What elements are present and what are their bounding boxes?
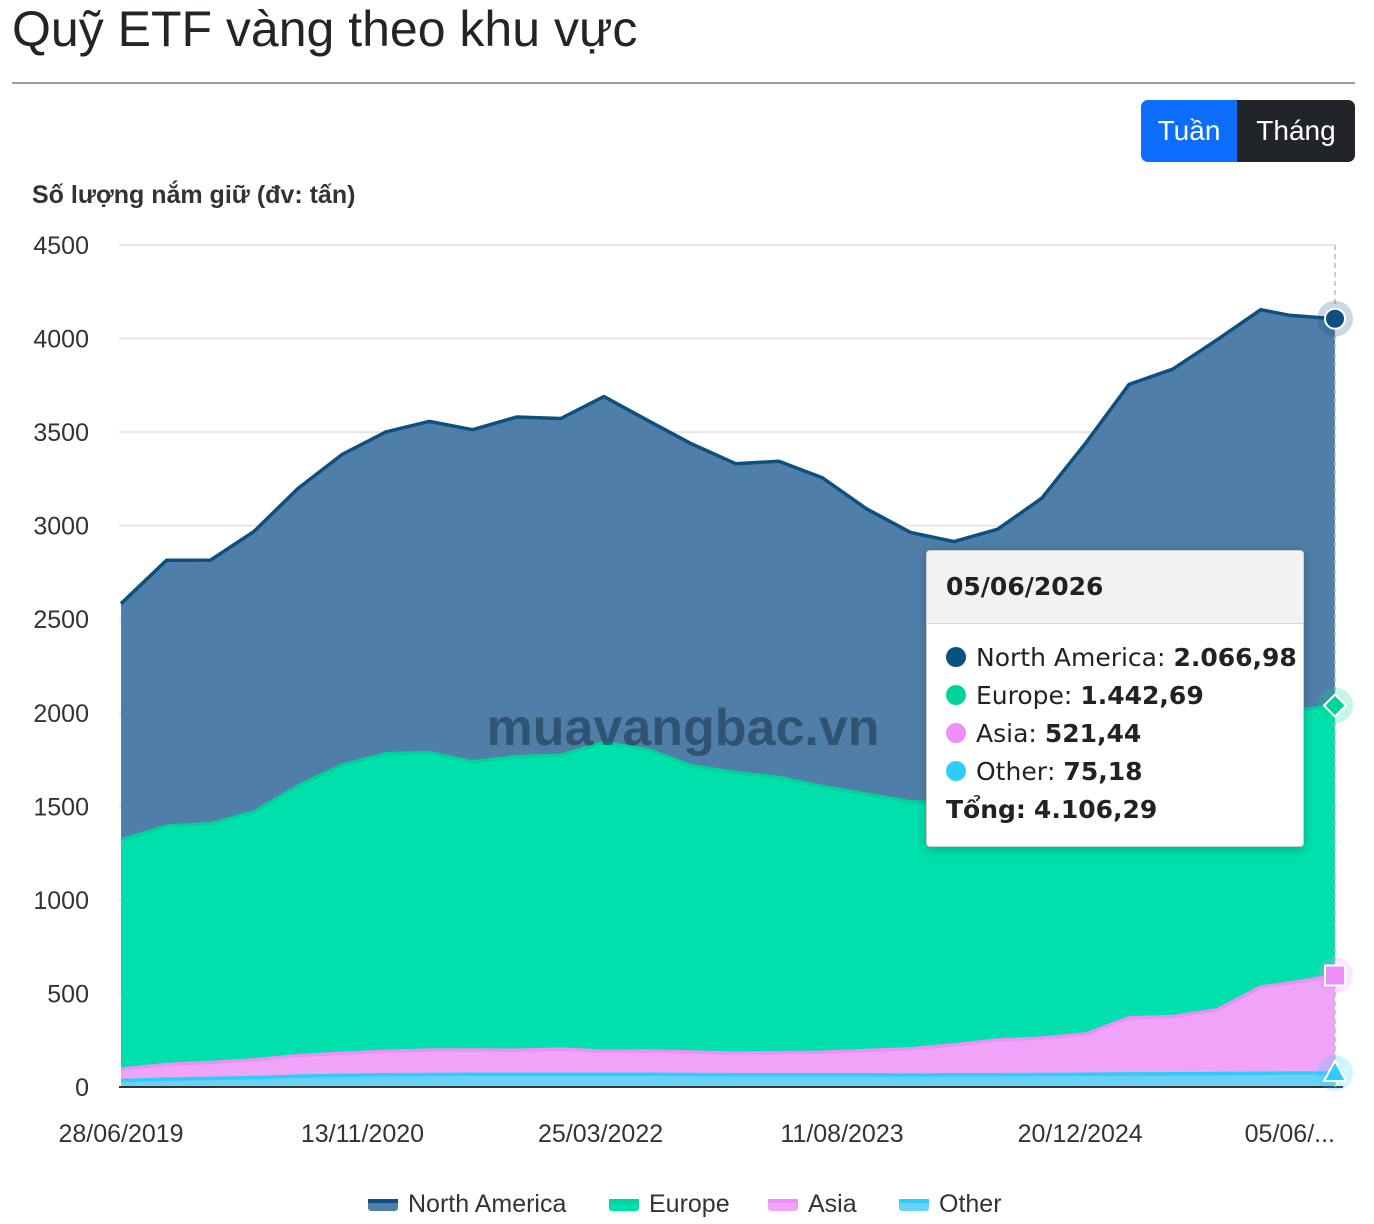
x-tick-label: 13/11/2020 (301, 1120, 424, 1148)
x-tick-label: 25/03/2022 (538, 1120, 663, 1148)
legend-swatch-line (609, 1199, 639, 1203)
tooltip-separator: : (1157, 642, 1166, 672)
y-tick-label: 3000 (33, 513, 89, 541)
y-tick-label: 0 (75, 1074, 89, 1102)
tooltip-row-north-america: North America:2.066,98 (946, 638, 1303, 676)
y-axis-title: Số lượng nắm giữ (đv: tấn) (32, 179, 355, 209)
area-asia (121, 975, 1335, 1081)
tooltip-series-name: North America (976, 642, 1157, 672)
series-dot-icon (946, 685, 966, 705)
legend-swatch-line (899, 1199, 929, 1203)
area-europe (121, 705, 1335, 1070)
area-other (121, 1073, 1335, 1087)
legend-item-other[interactable]: Other (899, 1190, 1002, 1218)
x-tick-label: 20/12/2024 (1018, 1120, 1143, 1148)
page-title: Quỹ ETF vàng theo khu vực (12, 1, 638, 57)
tooltip-series-value: 521,44 (1044, 718, 1142, 748)
tooltip-total-label: Tổng (946, 794, 1016, 824)
marker-europe (1317, 687, 1353, 724)
legend-label: Other (939, 1190, 1002, 1218)
watermark-text: muavangbac.vn (486, 699, 879, 757)
month-button[interactable]: Tháng (1237, 100, 1355, 162)
line-north-america (119, 307, 1336, 605)
legend-item-asia[interactable]: Asia (768, 1190, 857, 1218)
y-tick-label: 500 (47, 980, 89, 1008)
tooltip-series-name: Asia (976, 718, 1029, 748)
marker-asia (1317, 957, 1353, 994)
marker-other (1317, 1054, 1353, 1091)
tooltip-separator: : (1046, 756, 1056, 786)
line-asia (120, 973, 1336, 1071)
legend-item-europe[interactable]: Europe (609, 1190, 730, 1218)
series-dot-icon (946, 723, 966, 743)
title-divider (12, 82, 1355, 84)
y-tick-label: 1500 (33, 793, 89, 821)
tooltip-separator: : (1063, 680, 1073, 710)
legend-swatch-line (768, 1199, 798, 1203)
legend-label: Europe (649, 1190, 730, 1218)
x-tick-label: 05/06/... (1245, 1120, 1335, 1148)
y-tick-label: 1000 (33, 887, 89, 915)
series-dot-icon (946, 647, 966, 667)
legend-swatch-line (368, 1199, 398, 1203)
chart-legend: North America Europe Asia Other (368, 1190, 1002, 1218)
data-tooltip: 05/06/2026 North America:2.066,98 Europe:… (926, 550, 1304, 847)
y-tick-label: 4000 (33, 326, 89, 354)
x-tick-label: 11/08/2023 (780, 1120, 903, 1148)
tooltip-row-asia: Asia:521,44 (946, 714, 1303, 752)
series-dot-icon (946, 761, 966, 781)
y-tick-label: 2000 (33, 700, 89, 728)
tooltip-series-value: 75,18 (1063, 756, 1143, 786)
marker-north-america (1317, 300, 1353, 337)
period-toggle: Tuần Tháng (1141, 100, 1355, 162)
tooltip-separator: : (1028, 718, 1037, 748)
tooltip-series-name: Other (976, 756, 1047, 786)
week-button[interactable]: Tuần (1141, 100, 1237, 162)
legend-item-north-america[interactable]: North America (368, 1190, 566, 1218)
y-tick-label: 3500 (33, 419, 89, 447)
axes: 0 500 1000 1500 2000 2500 3000 3500 4000 4500 28/0… (33, 232, 1343, 1148)
tooltip-date: 05/06/2026 (927, 551, 1303, 624)
tooltip-row-europe: Europe:1.442,69 (946, 676, 1303, 714)
tooltip-series-value: 2.066,98 (1173, 642, 1297, 672)
tooltip-series-name: Europe (976, 680, 1064, 710)
hover-markers (1317, 300, 1353, 1091)
tooltip-body: North America:2.066,98 Europe:1.442,69 Asi… (927, 624, 1303, 828)
tooltip-row-other: Other:75,18 (946, 752, 1303, 790)
line-other (120, 1071, 1335, 1083)
tooltip-series-value: 1.442,69 (1080, 680, 1204, 710)
legend-label: Asia (808, 1190, 857, 1218)
tooltip-total-row: Tổng:4.106,29 (946, 790, 1303, 828)
legend-label: North America (408, 1190, 566, 1218)
tooltip-total-value: 4.106,29 (1033, 794, 1158, 824)
y-tick-label: 2500 (33, 606, 89, 634)
y-tick-label: 4500 (33, 232, 89, 260)
tooltip-separator: : (1015, 794, 1026, 824)
x-tick-label: 28/06/2019 (58, 1120, 183, 1148)
